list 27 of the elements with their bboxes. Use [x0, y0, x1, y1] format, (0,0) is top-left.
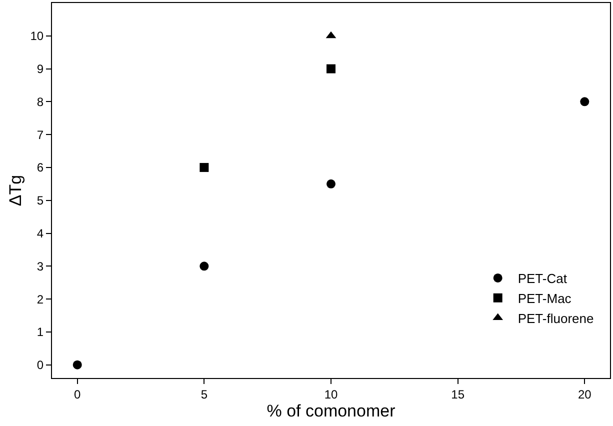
point	[72, 360, 82, 370]
point	[326, 179, 336, 188]
y-tick-label: 3	[36, 259, 44, 274]
y-axis-title: ΔTg	[6, 174, 25, 206]
y-tick-label: 7	[36, 128, 44, 142]
y-tick-label: 5	[36, 194, 44, 208]
point	[200, 262, 209, 271]
x-tick-label: 15	[451, 387, 465, 402]
y-tick-label: 0	[36, 358, 44, 372]
legend-label: PET-Mac	[518, 290, 572, 306]
point	[580, 97, 590, 106]
legend-label: PET-Cat	[518, 271, 568, 286]
y-tick-label: 6	[36, 160, 44, 175]
x-tick-label: 10	[324, 387, 338, 402]
x-axis-title: % of comonomer	[266, 401, 396, 420]
y-tick-label: 9	[36, 62, 44, 76]
legend-label: PET-fluorene	[518, 310, 594, 326]
point	[200, 162, 209, 172]
x-tick-label: 5	[200, 387, 208, 402]
x-tick-label: 20	[578, 387, 592, 402]
y-tick-label: 10	[30, 29, 44, 44]
point	[326, 64, 336, 74]
y-tick-label: 8	[36, 94, 44, 109]
x-tick-label: 0	[74, 387, 82, 402]
y-tick-label: 4	[36, 226, 44, 240]
y-tick-label: 1	[36, 325, 44, 340]
y-tick-label: 2	[36, 292, 44, 306]
